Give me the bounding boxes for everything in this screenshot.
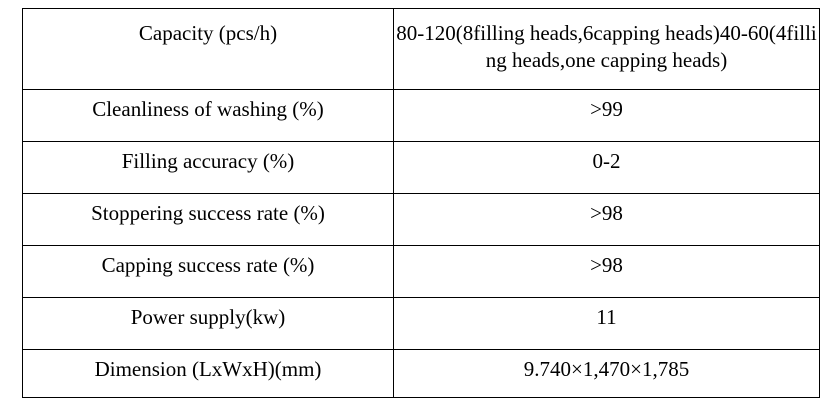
table-row: Capping success rate (%) >98 — [22, 245, 820, 298]
row-label-capacity: Capacity (pcs/h) — [22, 8, 394, 90]
row-value-capacity: 80-120(8filling heads,6capping heads)40-… — [393, 8, 820, 90]
row-value-filling-accuracy: 0-2 — [393, 141, 820, 194]
row-value-dimension: 9.740×1,470×1,785 — [393, 349, 820, 398]
table-row: Capacity (pcs/h) 80-120(8filling heads,6… — [22, 8, 820, 90]
table-row: Dimension (LxWxH)(mm) 9.740×1,470×1,785 — [22, 349, 820, 398]
table-row: Cleanliness of washing (%) >99 — [22, 89, 820, 142]
row-value-power: 11 — [393, 297, 820, 350]
row-value-capping: >98 — [393, 245, 820, 298]
row-label-dimension: Dimension (LxWxH)(mm) — [22, 349, 394, 398]
row-label-cleanliness: Cleanliness of washing (%) — [22, 89, 394, 142]
row-value-stoppering: >98 — [393, 193, 820, 246]
table-row: Stoppering success rate (%) >98 — [22, 193, 820, 246]
row-label-filling-accuracy: Filling accuracy (%) — [22, 141, 394, 194]
table-row: Filling accuracy (%) 0-2 — [22, 141, 820, 194]
row-value-cleanliness: >99 — [393, 89, 820, 142]
row-label-power: Power supply(kw) — [22, 297, 394, 350]
spec-table: Capacity (pcs/h) 80-120(8filling heads,6… — [22, 8, 820, 398]
table-row: Power supply(kw) 11 — [22, 297, 820, 350]
row-label-stoppering: Stoppering success rate (%) — [22, 193, 394, 246]
row-label-capping: Capping success rate (%) — [22, 245, 394, 298]
